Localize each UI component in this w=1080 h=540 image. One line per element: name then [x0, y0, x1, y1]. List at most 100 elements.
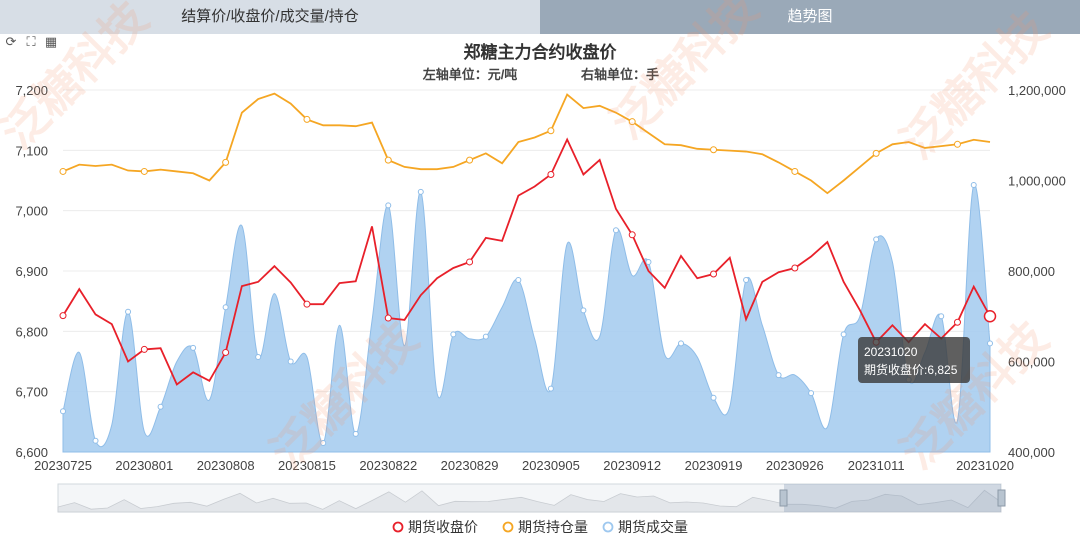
open-interest-point [140, 167, 148, 175]
legend-item[interactable]: 期货成交量 [602, 519, 689, 535]
volume-point [840, 331, 847, 338]
open-interest-point [384, 156, 392, 164]
legend-marker [392, 521, 404, 533]
tab-price-volume-position[interactable]: 结算价/收盘价/成交量/持仓 [0, 0, 540, 34]
left-axis-unit: 左轴单位：元/吨 [423, 67, 518, 82]
volume-point [743, 277, 750, 284]
volume-point [190, 344, 197, 351]
y-left-tick-label: 7,000 [15, 204, 48, 219]
zoom-slider-preview [57, 489, 1002, 513]
y-right-tick-label: 800,000 [1008, 264, 1055, 279]
volume-point [92, 437, 99, 444]
right-axis-unit: 右轴单位：手 [580, 67, 659, 82]
zoom-slider-selection [784, 484, 1001, 512]
volume-point [938, 313, 945, 320]
tooltip-date: 20231020 [864, 345, 918, 359]
x-tick-label: 20230912 [603, 458, 661, 473]
x-tick-label: 20230919 [685, 458, 743, 473]
y-left-tick-label: 7,100 [15, 143, 48, 158]
close-price-point [303, 300, 311, 308]
close-price-point [384, 314, 392, 322]
y-right-tick-label: 1,000,000 [1008, 174, 1066, 189]
volume-point [482, 333, 489, 340]
close-price-point [628, 231, 636, 239]
open-interest-point [59, 167, 67, 175]
tab-trend-chart[interactable]: 趋势图 [540, 0, 1080, 34]
volume-point [580, 307, 587, 314]
volume-point [775, 372, 782, 379]
y-right-tick-label: 1,200,000 [1008, 83, 1066, 98]
volume-point [417, 188, 424, 195]
volume-point [645, 258, 652, 265]
open-interest-point [466, 156, 474, 164]
open-interest-point [872, 149, 880, 157]
volume-point [222, 304, 229, 311]
volume-point [547, 385, 554, 392]
y-left-tick-label: 7,200 [15, 83, 48, 98]
open-interest-point [222, 158, 230, 166]
x-tick-label: 20230808 [197, 458, 255, 473]
highlighted-close-price-point [983, 310, 997, 323]
y-left-tick-label: 6,800 [15, 324, 48, 339]
legend-marker [602, 521, 614, 533]
x-tick-label: 20231011 [848, 458, 905, 473]
volume-point [287, 358, 294, 365]
close-price-point [710, 270, 718, 278]
close-price-point [953, 318, 961, 326]
volume-point [385, 202, 392, 209]
x-tick-label: 20230829 [441, 458, 499, 473]
series-close-price-line [62, 137, 991, 386]
open-interest-point [303, 115, 311, 123]
fullscreen-icon[interactable]: ⛶ [26, 34, 36, 49]
legend-label: 期货成交量 [618, 519, 688, 535]
volume-point [678, 340, 684, 347]
tooltip-value-row: 期货收盘价:6,825 [864, 363, 958, 377]
x-tick-label: 20231020 [956, 458, 1014, 473]
view-tabs: 结算价/收盘价/成交量/持仓 趋势图 [0, 0, 1080, 34]
x-tick-label: 20230905 [522, 458, 580, 473]
volume-point [352, 430, 359, 437]
y-left-tick-label: 6,600 [15, 445, 48, 460]
chart-toolbox: ⟳ ⛶ ▦ [4, 35, 58, 49]
series-volume-area [62, 184, 991, 453]
chart-title: 郑糖主力合约收盘价 [464, 42, 618, 62]
legend-item[interactable]: 期货持仓量 [502, 519, 589, 535]
chart-tooltip: 20231020 期货收盘价:6,825 [858, 337, 970, 383]
open-interest-point [791, 167, 799, 175]
zoom-handle-right [997, 489, 1006, 507]
tooltip-label: 期货收盘价 [864, 363, 925, 377]
close-price-point [547, 170, 555, 178]
close-price-point [466, 258, 474, 266]
volume-point [60, 408, 66, 415]
volume-point [970, 182, 977, 189]
zoom-handle-left [779, 489, 788, 507]
open-interest-point [628, 118, 636, 126]
refresh-icon[interactable]: ⟳ [5, 34, 17, 49]
close-price-point [791, 264, 799, 272]
legend-marker [502, 521, 514, 533]
x-tick-label: 20230815 [278, 458, 336, 473]
volume-point [612, 227, 619, 234]
volume-point [157, 403, 164, 410]
volume-point [515, 277, 522, 284]
close-price-point [59, 312, 67, 320]
x-tick-label: 20230822 [359, 458, 417, 473]
x-tick-label: 20230926 [766, 458, 824, 473]
volume-point [255, 353, 262, 360]
table-icon[interactable]: ▦ [44, 34, 58, 49]
volume-point [320, 439, 327, 446]
x-tick-label: 20230801 [115, 458, 173, 473]
close-price-point [222, 348, 230, 356]
legend-item[interactable]: 期货收盘价 [392, 519, 479, 535]
legend-label: 期货收盘价 [408, 519, 478, 535]
y-right-tick-label: 400,000 [1008, 445, 1055, 460]
y-left-tick-label: 6,900 [15, 264, 48, 279]
x-tick-label: 20230725 [34, 458, 92, 473]
y-left-tick-label: 6,700 [15, 385, 48, 400]
volume-point [987, 340, 993, 347]
open-interest-point [547, 127, 555, 135]
open-interest-point [953, 140, 961, 148]
volume-point [808, 390, 815, 397]
y-right-tick-label: 600,000 [1008, 355, 1055, 370]
